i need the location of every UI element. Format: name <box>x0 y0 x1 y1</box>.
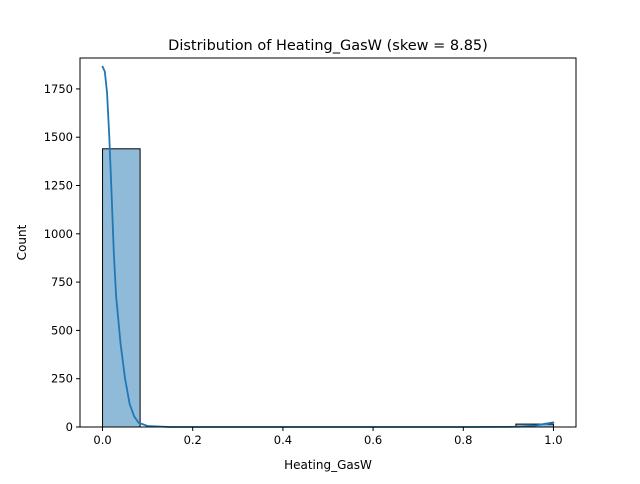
histogram-bar <box>102 148 141 428</box>
chart-title: Distribution of Heating_GasW (skew = 8.8… <box>168 38 488 54</box>
y-tick-label: 1750 <box>44 82 73 96</box>
x-tick-label: 0.8 <box>454 433 472 447</box>
y-tick-label: 250 <box>51 372 73 386</box>
x-tick-label: 1.0 <box>544 433 562 447</box>
x-tick-label: 0.6 <box>364 433 382 447</box>
y-axis-label: Count <box>15 224 29 260</box>
x-axis-ticks: 0.0 0.2 0.4 0.6 0.8 1.0 <box>93 427 563 447</box>
y-tick-label: 0 <box>66 420 73 434</box>
y-axis-ticks: 0 250 500 750 1000 1250 1500 1750 <box>44 82 80 434</box>
x-tick-label: 0.0 <box>93 433 111 447</box>
y-tick-label: 1250 <box>44 179 73 193</box>
y-tick-label: 1000 <box>44 227 73 241</box>
axes-frame <box>79 57 577 428</box>
y-tick-label: 750 <box>51 275 73 289</box>
x-tick-label: 0.4 <box>274 433 292 447</box>
x-tick-label: 0.2 <box>184 433 202 447</box>
y-tick-label: 1500 <box>44 130 73 144</box>
y-tick-label: 500 <box>51 323 73 337</box>
x-axis-label: Heating_GasW <box>284 458 372 472</box>
